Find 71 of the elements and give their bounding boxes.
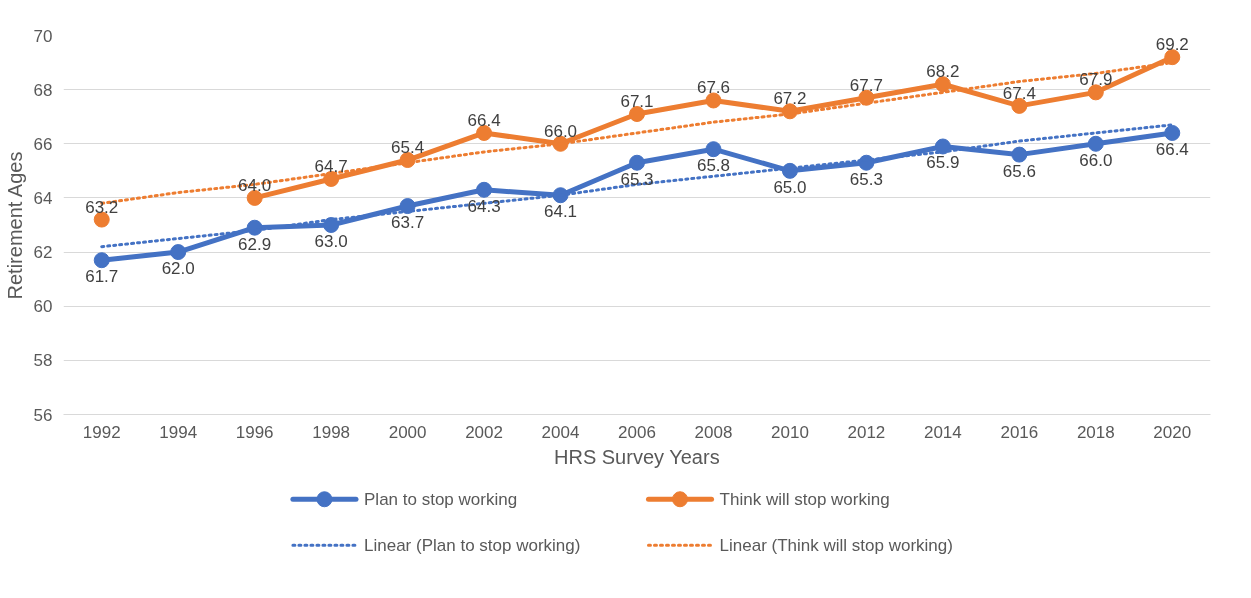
data-label: 65.3 <box>849 169 883 189</box>
data-label: 67.7 <box>849 75 883 95</box>
x-tick-label: 2018 <box>1076 422 1115 442</box>
point <box>705 92 722 109</box>
y-tick-label: 68 <box>33 80 53 100</box>
x-tick-label: 1992 <box>82 422 121 442</box>
point <box>1164 124 1181 141</box>
point <box>705 141 722 158</box>
x-tick-label: 2016 <box>1000 422 1039 442</box>
y-tick-label: 58 <box>33 351 53 371</box>
y-tick-label: 56 <box>33 405 53 425</box>
x-tick-label: 2004 <box>541 422 580 442</box>
data-label: 66.4 <box>1155 139 1189 159</box>
data-label: 65.0 <box>773 177 807 197</box>
data-label: 67.9 <box>1079 70 1113 90</box>
x-tick-label: 2012 <box>847 422 886 442</box>
data-label: 65.4 <box>391 138 425 158</box>
y-axis-title: Retirement Ages <box>3 151 26 300</box>
x-tick-label: 2002 <box>465 422 503 442</box>
point <box>1087 135 1104 152</box>
y-tick-label: 60 <box>33 297 53 317</box>
y-tick-label: 64 <box>33 188 53 208</box>
legend-label: Linear (Plan to stop working) <box>364 535 581 555</box>
data-label: 67.2 <box>773 89 807 109</box>
data-label: 63.7 <box>391 213 425 233</box>
point <box>93 252 110 269</box>
y-tick-label: 70 <box>33 26 53 46</box>
x-tick-label: 2020 <box>1153 422 1192 442</box>
legend-label: Think will stop working <box>719 489 890 509</box>
point <box>629 154 645 171</box>
point <box>1011 146 1028 163</box>
data-label: 62.9 <box>238 234 272 254</box>
x-axis-title: HRS Survey Years <box>554 445 720 468</box>
point <box>934 76 951 93</box>
data-label: 67.1 <box>620 92 654 112</box>
x-tick-label: 1996 <box>235 422 274 442</box>
data-label: 69.2 <box>1155 35 1189 55</box>
data-label: 63.0 <box>314 232 348 251</box>
data-label: 65.6 <box>1002 161 1036 181</box>
data-label: 61.7 <box>85 267 119 287</box>
x-tick-label: 2010 <box>771 422 809 442</box>
point <box>476 181 493 198</box>
legend-label: Plan to stop working <box>364 489 518 509</box>
data-label: 66.4 <box>467 110 501 130</box>
point <box>629 106 645 122</box>
y-tick-label: 66 <box>33 134 53 154</box>
x-tick-label: 2008 <box>694 422 733 442</box>
x-tick-label: 2014 <box>923 422 962 442</box>
data-label: 64.1 <box>543 202 578 222</box>
data-label: 66.0 <box>1079 150 1113 170</box>
point <box>323 217 340 233</box>
data-label: 63.2 <box>85 197 119 217</box>
data-label: 64.7 <box>314 156 348 176</box>
point <box>1164 49 1181 66</box>
data-label: 62.0 <box>161 259 195 279</box>
data-label: 65.8 <box>696 156 731 176</box>
data-label: 65.9 <box>926 153 960 173</box>
data-label: 67.6 <box>696 78 731 98</box>
x-tick-label: 1998 <box>312 422 351 442</box>
legend-label: Linear (Think will stop working) <box>719 535 953 555</box>
data-label: 66.0 <box>543 121 578 141</box>
x-tick-label: 2000 <box>388 422 427 442</box>
data-label: 67.4 <box>1002 83 1036 103</box>
data-label: 65.3 <box>620 169 654 189</box>
x-tick-label: 1994 <box>159 422 198 442</box>
x-tick-label: 2006 <box>618 422 656 442</box>
point <box>1087 84 1104 101</box>
y-tick-label: 62 <box>33 243 53 263</box>
point <box>934 138 951 155</box>
point <box>170 244 187 261</box>
data-label: 68.2 <box>926 62 960 82</box>
